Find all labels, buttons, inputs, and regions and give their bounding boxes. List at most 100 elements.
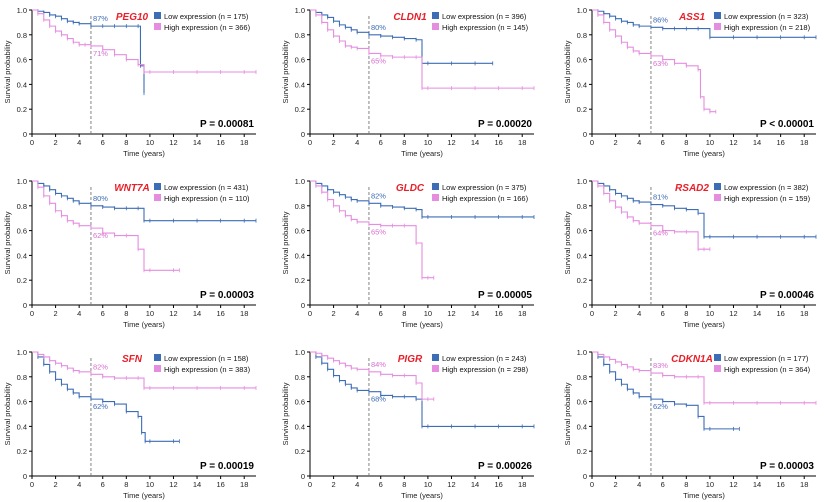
x-axis-label: Time (years) (401, 149, 443, 158)
legend-swatch (432, 194, 439, 201)
y-tick-label: 0.2 (577, 447, 587, 456)
x-tick-label: 10 (706, 309, 714, 318)
legend-swatch (154, 183, 161, 190)
y-tick-label: 1.0 (17, 6, 27, 15)
p-value: P = 0.00019 (200, 461, 254, 472)
legend-entry: High expression (n = 366) (164, 23, 251, 32)
legend-swatch (432, 12, 439, 19)
x-tick-label: 0 (308, 138, 312, 147)
y-tick-label: 0.2 (17, 276, 27, 285)
x-tick-label: 18 (800, 480, 808, 489)
x-tick-label: 4 (637, 309, 641, 318)
y-tick-label: 0.2 (577, 105, 587, 114)
legend-entry: Low expression (n = 177) (724, 354, 809, 363)
y-tick-label: 0.6 (577, 398, 587, 407)
y-axis-label: Survival probability (281, 40, 290, 103)
x-tick-label: 18 (800, 309, 808, 318)
y-axis-label: Survival probability (563, 40, 572, 103)
x-tick-label: 6 (661, 480, 665, 489)
survival-pct-label: 65% (371, 56, 386, 65)
x-tick-label: 0 (308, 309, 312, 318)
x-tick-label: 12 (447, 138, 455, 147)
legend-swatch (154, 194, 161, 201)
x-tick-label: 14 (193, 309, 201, 318)
y-tick-label: 0.2 (295, 105, 305, 114)
survival-pct-label: 84% (371, 360, 386, 369)
km-curve-low (32, 351, 180, 442)
x-tick-label: 14 (193, 480, 201, 489)
y-axis-label: Survival probability (563, 211, 572, 274)
x-tick-label: 6 (661, 138, 665, 147)
x-tick-label: 12 (169, 309, 177, 318)
x-tick-label: 16 (494, 480, 502, 489)
survival-pct-label: 63% (653, 59, 668, 68)
y-tick-label: 1.0 (295, 177, 305, 186)
x-tick-label: 8 (124, 138, 128, 147)
legend-entry: Low expression (n = 175) (164, 12, 249, 21)
legend-swatch (432, 354, 439, 361)
x-tick-label: 2 (613, 138, 617, 147)
x-axis-label: Time (years) (683, 320, 725, 329)
x-tick-label: 12 (729, 480, 737, 489)
survival-pct-label: 82% (371, 191, 386, 200)
legend-swatch (154, 12, 161, 19)
y-tick-label: 0.4 (17, 251, 27, 260)
x-tick-label: 4 (77, 138, 81, 147)
x-axis-label: Time (years) (123, 491, 165, 500)
km-curve-high (310, 351, 434, 400)
survival-pct-label: 87% (93, 14, 108, 23)
legend-swatch (714, 23, 721, 30)
y-axis-label: Survival probability (3, 211, 12, 274)
survival-pct-label: 82% (93, 362, 108, 371)
y-tick-label: 0.4 (17, 80, 27, 89)
legend-entry: High expression (n = 145) (442, 23, 529, 32)
x-tick-label: 12 (447, 480, 455, 489)
x-tick-label: 10 (706, 480, 714, 489)
km-curve-low (310, 351, 534, 427)
legend-entry: Low expression (n = 158) (164, 354, 249, 363)
y-tick-label: 0 (583, 301, 587, 310)
y-tick-label: 0.8 (577, 31, 587, 40)
x-tick-label: 2 (53, 309, 57, 318)
survival-pct-label: 62% (93, 231, 108, 240)
x-tick-label: 16 (776, 138, 784, 147)
y-tick-label: 0.6 (295, 227, 305, 236)
y-tick-label: 0.6 (295, 56, 305, 65)
gene-title: ASS1 (678, 12, 706, 23)
x-tick-label: 10 (424, 480, 432, 489)
x-tick-label: 18 (518, 480, 526, 489)
y-axis-label: Survival probability (3, 382, 12, 445)
y-tick-label: 0 (23, 301, 27, 310)
survival-pct-label: 68% (371, 395, 386, 404)
km-panel-sfn: 0 0.2 0.4 0.6 0.8 1.0 0 2 4 6 8 10 12 14 16 18 Time (yea… (3, 348, 257, 500)
legend-swatch (432, 365, 439, 372)
x-tick-label: 4 (637, 480, 641, 489)
km-panel-cldn1: 0 0.2 0.4 0.6 0.8 1.0 0 2 4 6 8 10 12 14 16 18 Time (yea… (281, 6, 535, 158)
x-axis-label: Time (years) (683, 149, 725, 158)
p-value: P = 0.00046 (760, 290, 814, 301)
x-tick-label: 12 (169, 480, 177, 489)
km-panel-gldc: 0 0.2 0.4 0.6 0.8 1.0 0 2 4 6 8 10 12 14 16 18 Time (yea… (281, 177, 535, 329)
y-tick-label: 0.8 (577, 202, 587, 211)
legend-swatch (714, 354, 721, 361)
x-tick-label: 12 (729, 309, 737, 318)
x-tick-label: 8 (402, 309, 406, 318)
legend-swatch (714, 183, 721, 190)
x-tick-label: 2 (613, 309, 617, 318)
x-tick-label: 0 (590, 309, 594, 318)
y-tick-label: 0.8 (17, 31, 27, 40)
x-tick-label: 6 (101, 309, 105, 318)
x-tick-label: 14 (471, 138, 479, 147)
km-panel-rsad2: 0 0.2 0.4 0.6 0.8 1.0 0 2 4 6 8 10 12 14 16 18 Time (yea… (563, 177, 817, 329)
x-tick-label: 6 (101, 480, 105, 489)
x-tick-label: 8 (684, 309, 688, 318)
x-tick-label: 4 (77, 480, 81, 489)
p-value: P = 0.00005 (478, 290, 532, 301)
legend-entry: Low expression (n = 382) (724, 183, 809, 192)
legend-entry: Low expression (n = 375) (442, 183, 527, 192)
x-tick-label: 4 (355, 309, 359, 318)
y-tick-label: 0.2 (295, 276, 305, 285)
x-tick-label: 18 (240, 138, 248, 147)
legend-entry: High expression (n = 298) (442, 365, 529, 374)
